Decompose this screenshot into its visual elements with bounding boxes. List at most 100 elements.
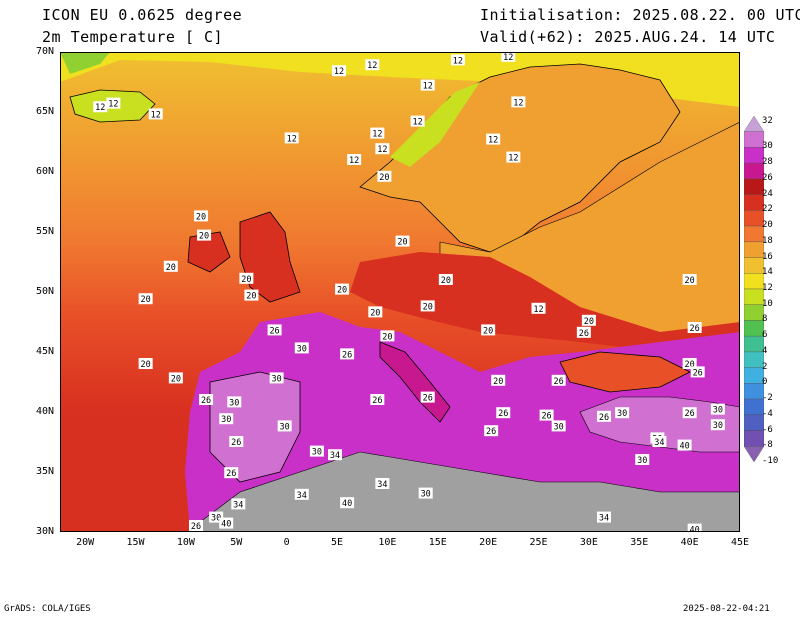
isotherm-label: 34 [652,436,667,448]
colorbar-tick-label: 8 [762,314,768,325]
isotherm-label-box [576,326,591,338]
isotherm-label-text: 34 [654,438,664,448]
footer-credit: GrADS: COLA/IGES [4,604,91,614]
isotherm-label-box [682,407,697,419]
isotherm-label: 20 [168,372,183,384]
isotherm-label: 12 [347,154,362,166]
black-sea [559,351,691,393]
colorbar-segment [744,178,764,195]
isotherm-label-text: 30 [554,422,564,432]
isotherm-label-box [635,454,650,465]
isotherm-label-box [551,374,566,386]
isotherm-label-text: 34 [297,491,307,501]
isotherm-label: 26 [539,409,554,422]
isotherm-label-box [328,449,343,461]
isotherm-label-text: 12 [503,53,513,63]
colorbar-tick-label: -10 [762,456,779,466]
isotherm-label-box [340,348,355,360]
isotherm-label-box [335,283,350,295]
lon-tick-label: 20E [479,537,498,548]
isotherm-label-box [138,358,153,369]
isotherm-label-text: 26 [372,396,382,406]
isotherm-label-text: 26 [231,438,241,448]
colorbar-segment [744,383,764,400]
isotherm-label-box [677,439,692,451]
isotherm-label-text: 30 [229,398,239,408]
isotherm-label-box [332,65,347,77]
lon-tick-label: 35E [630,537,649,548]
isotherm-label-box [239,272,254,284]
isotherm-label: 20 [368,306,383,318]
isotherm-label: 26 [687,322,702,334]
isotherm-label: 20 [194,210,209,222]
lat-tick-label: 50N [35,286,54,297]
isotherm-label-text: 26 [541,412,551,422]
isotherm-label-text: 12 [423,82,433,92]
isotherm-label-text: 20 [441,276,451,286]
isotherm-label: 12 [410,115,425,128]
colorbar-segment [744,194,764,211]
colorbar-tick-label: 2 [762,361,768,372]
isotherm-label: 12 [365,59,380,71]
isotherm-label-box [597,511,611,523]
lat-tick-label: 40N [35,406,54,417]
colorbar-segment [744,398,764,415]
init-time: Initialisation: 2025.08.22. 00 UTC [480,6,800,24]
isotherm-label: 30 [710,403,725,416]
colorbar-tick-label: 30 [762,141,773,152]
isotherm-label: 26 [340,348,355,360]
isotherm-label-text: 30 [297,344,307,354]
isotherm-label-box [420,300,435,312]
isotherm-label-box [420,79,435,91]
isotherm-label-box [229,436,244,447]
isotherm-label: 30 [209,511,224,524]
colorbar-segment [744,116,764,132]
isotherm-label: 30 [294,342,309,354]
isotherm-label-text: 40 [679,442,689,452]
isotherm-label: 40 [677,439,692,452]
isotherm-label: 40 [340,497,355,509]
isotherm-label-text: 12 [372,130,382,140]
isotherm-label-text: 40 [342,499,352,509]
isotherm-label-box [375,143,390,155]
isotherm-label-text: 20 [370,308,380,318]
colorbar-tick-label: 6 [762,330,768,341]
isotherm-label-box [491,374,506,386]
colorbar-tick-label: -4 [762,408,773,419]
isotherm-label-text: 26 [226,469,236,479]
colorbar-tick-label: 12 [762,283,773,293]
colorbar-tick-label: 0 [762,377,768,388]
lat-tick-label: 55N [35,226,54,237]
isotherm-label-text: 12 [513,98,523,108]
isotherm-label: 12 [511,96,526,108]
colorbar-segment [744,131,764,148]
isotherm-label-box [219,413,234,425]
isotherm-label-box [227,396,242,408]
isotherm-label-box [682,358,697,369]
isotherm-label: 34 [375,478,390,490]
isotherm-label-box [687,322,702,333]
norway-mountains [390,82,480,167]
isotherm-label-text: 12 [349,156,359,166]
isotherm-label-text: 30 [280,422,290,432]
isotherm-label-text: 30 [271,374,281,384]
colorbar-tick-label: 28 [762,157,773,168]
isotherm-label-text: 20 [685,360,695,370]
isotherm-label-text: 40 [690,526,700,532]
isotherm-label-text: 34 [330,451,340,461]
colorbar-segment [744,320,764,337]
isotherm-label-text: 12 [533,305,543,315]
isotherm-label-box [93,101,108,113]
isotherm-label-box [511,96,526,108]
isotherm-label: 30 [269,372,284,384]
colorbar-tick-label: 22 [762,204,773,215]
lat-tick-label: 65N [35,106,54,117]
colorbar-segment [744,446,764,462]
colorbar-tick-label: -2 [762,393,773,404]
isotherm-label: 30 [277,420,292,432]
isotherm-label-text: 20 [141,295,151,305]
isotherm-label-text: 30 [617,409,627,419]
isotherm-label-box [438,274,453,285]
isotherm-label: 12 [450,54,465,66]
isotherm-label-box [551,420,566,432]
